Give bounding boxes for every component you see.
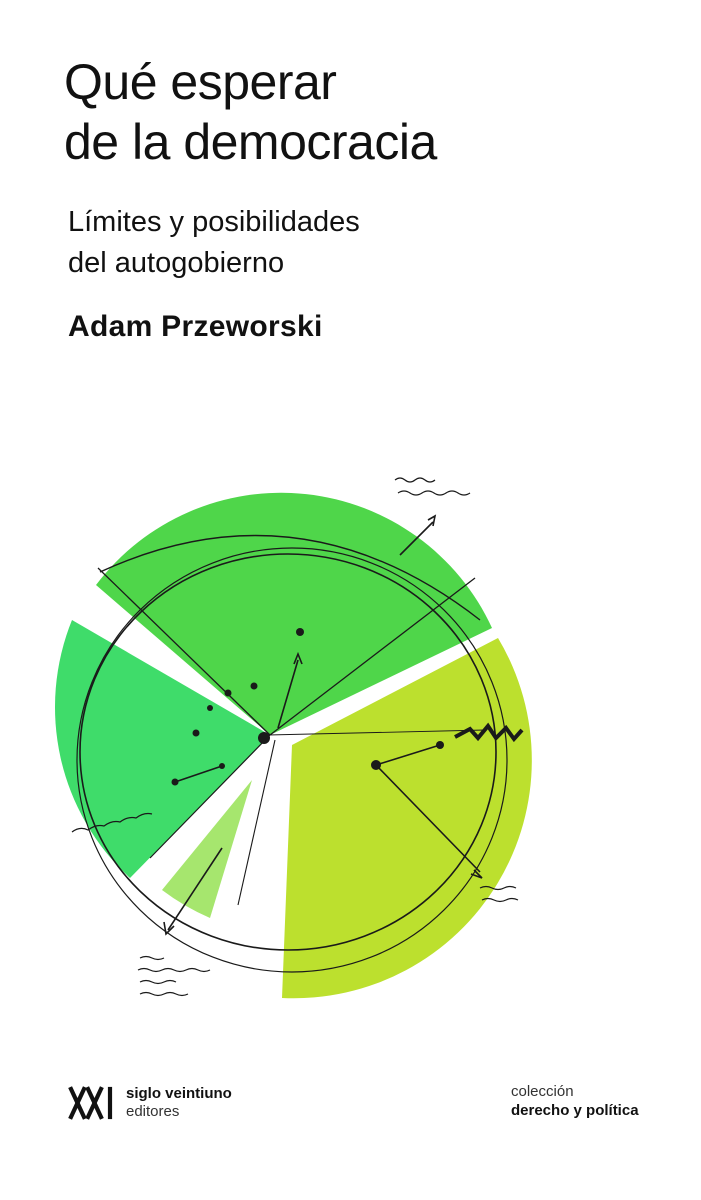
sketch-dots	[171, 628, 444, 786]
sketch-circle-1	[79, 553, 497, 951]
publisher-text: siglo veintiuno editores	[126, 1085, 232, 1121]
collection-block: colección derecho y política	[511, 1082, 639, 1120]
publisher-logo-icon	[68, 1086, 113, 1120]
divider-line-5	[267, 729, 486, 736]
divider-line-1	[97, 567, 271, 736]
arrows	[163, 514, 483, 936]
scribble-mark	[454, 722, 524, 743]
sketch-arc	[99, 534, 481, 621]
book-title: Qué esperar de la democracia	[64, 52, 664, 172]
publisher-name: siglo veintiuno	[126, 1085, 232, 1102]
divider-line-3	[149, 734, 271, 859]
slice-left-emerald	[54, 620, 271, 878]
publisher-block: siglo veintiuno editores	[68, 1078, 232, 1128]
divider-line-2	[269, 577, 476, 736]
handwritten-notes	[71, 477, 519, 997]
sketch-circle-2	[76, 547, 508, 973]
collection-name: derecho y política	[511, 1102, 639, 1119]
slice-pale-green	[162, 780, 252, 918]
book-subtitle: Límites y posibilidades del autogobierno	[68, 202, 628, 284]
title-line-1: Qué esperar	[64, 54, 337, 110]
collection-label: colección	[511, 1083, 574, 1100]
title-line-2: de la democracia	[64, 114, 437, 170]
subtitle-line-1: Límites y posibilidades	[68, 206, 360, 238]
book-author: Adam Przeworski	[68, 310, 323, 343]
slice-top-green	[96, 492, 492, 735]
divider-line-4	[237, 739, 276, 906]
pie-illustration	[54, 477, 532, 999]
subtitle-line-2: del autogobierno	[68, 247, 285, 279]
publisher-sub: editores	[126, 1103, 180, 1120]
